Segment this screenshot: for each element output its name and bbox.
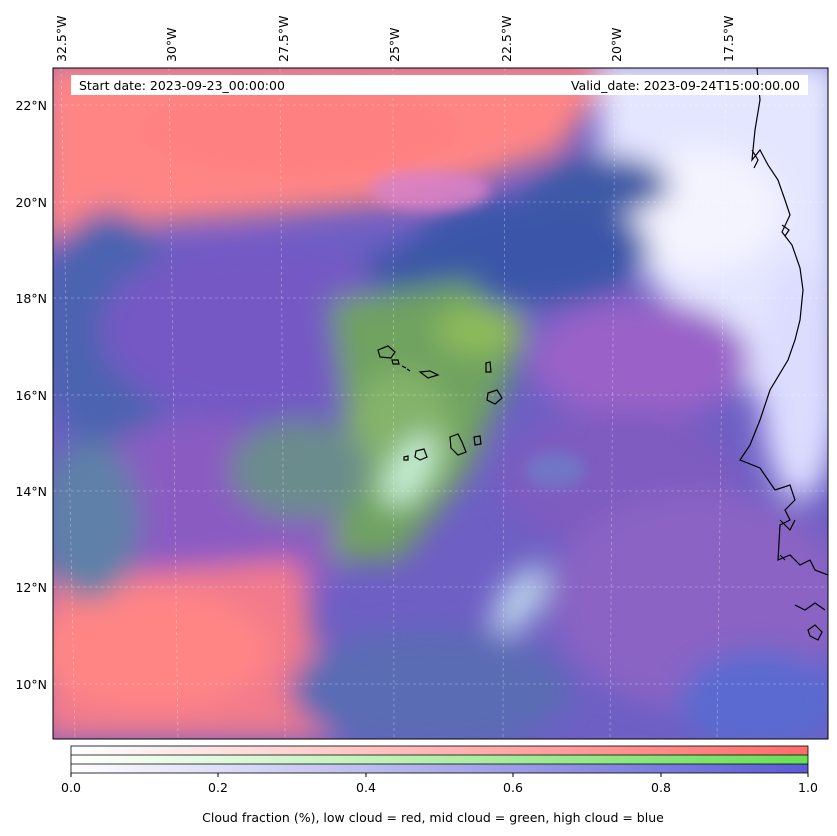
island-brava xyxy=(403,455,409,461)
lon-label: 17.5°W xyxy=(721,16,736,62)
lon-label: 25°W xyxy=(387,27,402,62)
latitude-labels: 22°N 20°N 18°N 16°N 14°N 12°N 10°N xyxy=(15,98,47,692)
colorbar-tick-label: 0.0 xyxy=(61,780,81,795)
lat-label: 18°N xyxy=(15,291,47,306)
island-santo-antao xyxy=(377,345,396,359)
island-sao-nicolau xyxy=(418,370,440,379)
lon-label: 20°W xyxy=(609,27,624,62)
map-frame xyxy=(52,67,829,740)
lon-label: 32.5°W xyxy=(54,16,69,62)
island-boa-vista xyxy=(486,389,503,405)
colorbar-tick-label: 0.2 xyxy=(208,780,228,795)
colorbar-mid-cloud xyxy=(71,755,808,764)
lat-label: 16°N xyxy=(15,388,47,403)
colorbar-tick-label: 0.4 xyxy=(356,780,376,795)
lat-label: 12°N xyxy=(15,580,47,595)
island-santiago xyxy=(449,433,467,456)
map-gridlines xyxy=(53,68,828,739)
colorbar-high-cloud xyxy=(71,764,808,773)
lon-label: 27.5°W xyxy=(276,16,291,62)
lat-label: 20°N xyxy=(15,195,47,210)
colorbar-low-cloud xyxy=(71,746,808,755)
date-banner xyxy=(71,75,808,95)
colorbar-tick-label: 0.8 xyxy=(651,780,671,795)
valid-date-label: Valid_date: 2023-09-24T15:00:00.00 xyxy=(571,78,800,93)
colorbar-tick-label: 1.0 xyxy=(798,780,818,795)
colorbar: 0.0 0.2 0.4 0.6 0.8 1.0 Cloud fraction (… xyxy=(61,745,818,825)
cloud-fraction-field xyxy=(53,68,828,739)
island-maio xyxy=(473,435,482,446)
africa-coast xyxy=(739,68,828,576)
lon-label: 30°W xyxy=(164,27,179,62)
colorbar-label: Cloud fraction (%), low cloud = red, mid… xyxy=(202,810,664,825)
island-sal xyxy=(485,361,492,373)
lon-label: 22.5°W xyxy=(499,16,514,62)
lat-label: 22°N xyxy=(15,98,47,113)
coastlines xyxy=(377,68,828,641)
longitude-labels: 32.5°W 30°W 27.5°W 25°W 22.5°W 20°W 17.5… xyxy=(54,16,736,62)
island-fogo xyxy=(414,448,428,461)
start-date-label: Start date: 2023-09-23_00:00:00 xyxy=(79,78,285,93)
lat-label: 14°N xyxy=(15,484,47,499)
colorbar-tick-label: 0.6 xyxy=(503,780,523,795)
lat-label: 10°N xyxy=(15,677,47,692)
